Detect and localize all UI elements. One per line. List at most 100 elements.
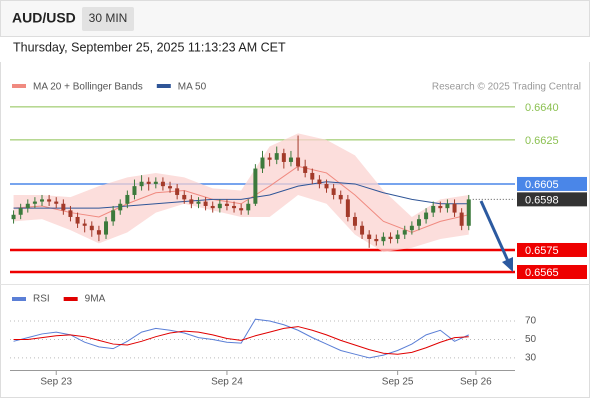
candle-body [139, 181, 144, 187]
candle-body [182, 194, 187, 200]
level-label: 0.6640 [525, 102, 559, 114]
candle-body [168, 186, 173, 189]
candle-body [409, 225, 414, 231]
current-price-box [517, 192, 587, 207]
candle-body [416, 219, 421, 226]
timeframe[interactable]: 30 MIN [89, 11, 128, 25]
candle-body [125, 194, 130, 204]
candle-body [189, 199, 194, 204]
candle-body [431, 205, 436, 213]
candle-body [96, 230, 101, 235]
x-tick-label: Sep 25 [382, 377, 414, 388]
level-label-box [517, 176, 587, 191]
legend-swatch [63, 297, 78, 301]
current-price-label: 0.6598 [525, 194, 559, 206]
legend-label: RSI [33, 294, 50, 305]
candle-body [203, 201, 208, 206]
candle-body [352, 216, 357, 226]
y-tick-label: 50 [525, 334, 537, 345]
candle-body [303, 166, 308, 173]
candle-body [395, 234, 400, 239]
level-label: 0.6565 [525, 267, 559, 279]
x-tick-label: Sep 23 [40, 377, 72, 388]
moving-average [13, 181, 469, 209]
level-label: 0.6575 [525, 245, 559, 257]
candle-body [160, 181, 165, 187]
candle-body [175, 188, 180, 195]
symbol: AUD/USD [12, 10, 76, 26]
candle-body [288, 157, 293, 162]
x-tick-label: Sep 26 [460, 377, 492, 388]
candle-body [132, 186, 137, 195]
candle-body [68, 210, 73, 217]
candle-body [260, 157, 265, 169]
candle-body [47, 199, 52, 202]
candle-body [217, 203, 222, 209]
timestamp: Thursday, September 25, 2025 11:13:23 AM… [13, 40, 286, 54]
candle-body [54, 201, 59, 204]
x-tick-label: Sep 24 [211, 377, 243, 388]
candle-body [196, 201, 201, 204]
candle-body [224, 203, 229, 206]
arrow-head [502, 257, 513, 272]
candle-body [338, 194, 343, 200]
legend-swatch [12, 84, 26, 88]
candle-body [25, 203, 30, 209]
candle-body [360, 225, 365, 235]
candle-body [239, 208, 244, 211]
candle-body [402, 230, 407, 235]
candle-body [424, 212, 429, 220]
candle-body [267, 157, 272, 160]
candle-body [32, 201, 37, 204]
candle-body [82, 223, 87, 226]
candle-body [445, 203, 450, 209]
candle-body [111, 210, 116, 222]
candle-body [210, 205, 215, 209]
candle-body [345, 199, 350, 217]
candle-body [11, 214, 16, 220]
level-label-box [517, 242, 587, 257]
candle-body [374, 238, 379, 242]
legend-label: 9MA [85, 294, 106, 305]
candle-body [61, 203, 66, 211]
candle-body [40, 199, 45, 202]
candle-body [146, 181, 151, 184]
candle-body [274, 153, 279, 160]
timeframe-badge[interactable] [82, 7, 134, 31]
candle-body [466, 199, 471, 226]
candle-body [281, 153, 286, 162]
candle-body [75, 216, 80, 224]
attribution: Research © 2025 Trading Central [432, 82, 581, 93]
candle-body [381, 236, 386, 242]
candle-body [118, 203, 123, 211]
level-label-box [517, 264, 587, 279]
level-label: 0.6625 [525, 135, 559, 147]
rsi-panel: 30 50 70 Sep 23 Sep 24 Sep 25 Sep 26 RSI 9MA [10, 294, 537, 388]
candle-body [246, 203, 251, 211]
y-tick-label: 70 [525, 316, 537, 327]
rsi-line [13, 318, 469, 359]
candle-body [324, 183, 329, 189]
candle-body [89, 225, 94, 231]
candle-body [153, 181, 158, 184]
legend-swatch [12, 297, 26, 301]
candle-body [388, 236, 393, 239]
y-tick-label: 30 [525, 353, 537, 364]
level-label: 0.6605 [525, 179, 559, 191]
legend-label: MA 50 [178, 82, 207, 93]
projection-arrow [479, 200, 513, 272]
arrow-shaft [479, 200, 510, 262]
candle-body [438, 205, 443, 209]
price-panel: 0.6640 0.6625 0.6605 0.6575 0.6565 0.6598 MA 2… [10, 82, 587, 279]
legend-label: MA 20 + Bollinger Bands [33, 82, 143, 93]
candle-body [331, 188, 336, 195]
candle-body [367, 234, 372, 239]
candle-body [296, 157, 301, 167]
candle-body [104, 221, 109, 235]
legend-swatch [156, 84, 171, 88]
candle-body [317, 179, 322, 184]
candle-body [253, 168, 258, 204]
candle-body [310, 172, 315, 180]
candle-body [232, 205, 237, 209]
